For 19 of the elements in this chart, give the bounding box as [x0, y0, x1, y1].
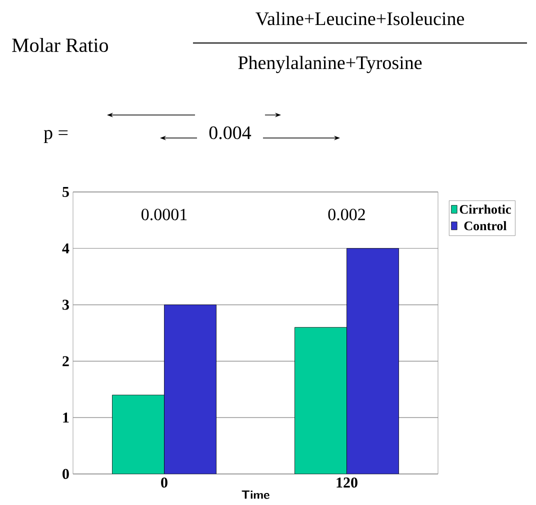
legend-label: Cirrhotic [460, 204, 511, 214]
y-tick-label: 4 [62, 243, 70, 254]
bar [294, 327, 347, 474]
annotation: 0.0001 [142, 208, 187, 220]
chart-title: Molar Ratio [12, 38, 108, 52]
y-tick-label: 2 [62, 356, 69, 366]
text: p = [44, 130, 68, 144]
y-tick-label: 1 [63, 412, 69, 423]
annotation: 0.002 [328, 208, 365, 220]
y-tick-label: 3 [62, 300, 69, 310]
text: Phenylalanine+Tyrosine [238, 56, 422, 74]
x-axis-title: Time [242, 490, 270, 499]
x-tick-label: 120 [336, 478, 358, 488]
y-tick-label: 5 [62, 186, 69, 197]
text: Valine+Leucine+Isoleucine [256, 12, 464, 26]
bar [112, 394, 164, 474]
y-tick-label: 0 [62, 468, 69, 480]
text: 0.004 [209, 126, 252, 140]
legend-label: Control [464, 221, 507, 230]
